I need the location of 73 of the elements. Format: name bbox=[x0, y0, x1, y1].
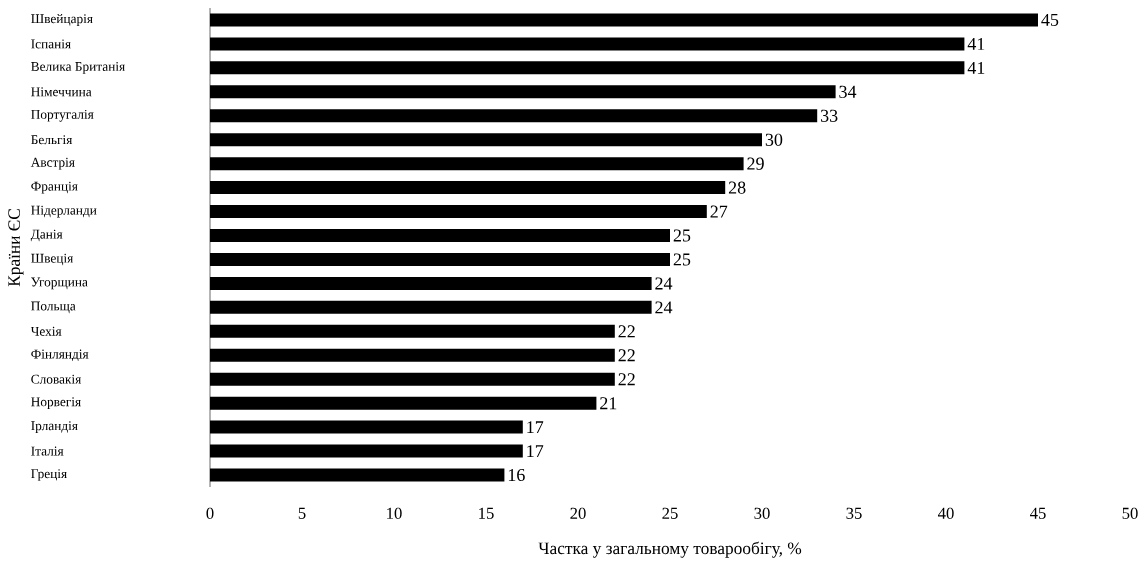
x-tick-label: 40 bbox=[938, 507, 954, 519]
y-tick-label: Норвегія bbox=[31, 397, 81, 410]
y-tick-label: Фінляндія bbox=[31, 349, 89, 361]
x-tick-label: 45 bbox=[1030, 507, 1046, 519]
x-tick-label: 25 bbox=[662, 507, 678, 519]
bar bbox=[210, 61, 965, 75]
x-tick-label: 0 bbox=[206, 507, 214, 519]
y-tick-label: Німеччина bbox=[31, 87, 92, 97]
bar bbox=[210, 157, 744, 171]
y-axis-title: Країни ЄС bbox=[8, 209, 24, 287]
x-tick-label: 20 bbox=[570, 507, 586, 519]
y-tick-label: Австрія bbox=[30, 157, 75, 170]
data-label: 22 bbox=[618, 373, 635, 386]
x-tick-label: 35 bbox=[846, 507, 862, 519]
x-tick-label: 30 bbox=[754, 507, 770, 519]
y-tick-label: Словакія bbox=[31, 374, 82, 384]
data-label: 25 bbox=[673, 229, 691, 242]
y-tick-label: Ірландія bbox=[31, 421, 78, 433]
data-label: 17 bbox=[527, 421, 544, 434]
y-tick-label: Угорщина bbox=[31, 277, 88, 290]
bar bbox=[210, 13, 1038, 27]
data-label: 29 bbox=[747, 157, 764, 170]
y-tick-label: Франція bbox=[31, 181, 78, 194]
y-tick-label: Іспанія bbox=[31, 39, 71, 49]
data-label: 30 bbox=[765, 133, 783, 146]
data-label: 17 bbox=[527, 445, 544, 458]
x-tick-label: 15 bbox=[479, 507, 494, 519]
y-tick-label: Данія bbox=[30, 229, 63, 242]
data-label: 41 bbox=[967, 37, 985, 50]
x-axis-title: Частка у загальному товарообігу, % bbox=[538, 541, 802, 558]
bar bbox=[210, 252, 670, 266]
y-tick-label: Нідерланди bbox=[31, 205, 97, 218]
y-tick-label: Польща bbox=[31, 301, 76, 314]
bar bbox=[210, 444, 523, 458]
y-tick-label: Велика Британія bbox=[31, 62, 125, 74]
data-label: 22 bbox=[618, 325, 635, 338]
data-label: 41 bbox=[967, 61, 985, 74]
bar bbox=[210, 276, 652, 290]
x-tick-label: 10 bbox=[387, 507, 402, 519]
data-label: 25 bbox=[673, 253, 691, 266]
data-label: 28 bbox=[728, 181, 746, 194]
data-label: 21 bbox=[600, 397, 617, 410]
bar bbox=[210, 300, 652, 314]
data-label: 22 bbox=[618, 349, 635, 362]
x-tick-label: 50 bbox=[1122, 507, 1138, 519]
bar bbox=[210, 37, 965, 51]
data-label: 24 bbox=[655, 277, 673, 290]
bar bbox=[210, 396, 597, 410]
bar bbox=[210, 372, 615, 386]
y-tick-label: Чехія bbox=[30, 326, 62, 336]
bar bbox=[210, 229, 670, 243]
data-label: 45 bbox=[1041, 13, 1059, 26]
bar bbox=[210, 468, 505, 482]
bar bbox=[210, 133, 762, 147]
data-label: 33 bbox=[820, 109, 838, 122]
bar bbox=[210, 348, 615, 362]
data-label: 24 bbox=[655, 301, 673, 314]
data-label: 34 bbox=[839, 85, 857, 98]
bar bbox=[210, 181, 726, 195]
bar bbox=[210, 420, 523, 434]
y-tick-label: Греція bbox=[31, 469, 67, 481]
y-tick-label: Португалія bbox=[31, 109, 94, 122]
bar bbox=[210, 109, 818, 123]
x-tick-label: 5 bbox=[298, 507, 306, 519]
bar bbox=[210, 205, 707, 219]
y-tick-label: Бельгія bbox=[31, 135, 73, 145]
bar bbox=[210, 85, 836, 99]
data-label: 27 bbox=[710, 205, 728, 218]
y-tick-label: Швейцарія bbox=[31, 13, 93, 26]
bar bbox=[210, 324, 615, 338]
y-tick-label: Швеція bbox=[31, 253, 74, 266]
data-label: 16 bbox=[508, 468, 525, 482]
y-tick-label: Італія bbox=[31, 446, 64, 456]
